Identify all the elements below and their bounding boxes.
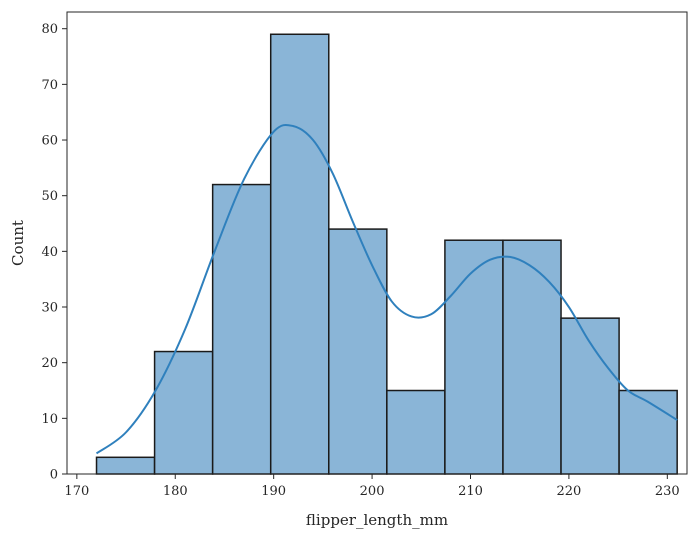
histogram-bar-1: [153, 350, 214, 475]
y-axis-ticks: 0 10 20 30 40 50 60 70 80: [41, 22, 67, 483]
histogram-bar-2: [211, 183, 272, 475]
y-tick-label: 50: [41, 189, 58, 204]
histogram-bar-5: [386, 389, 446, 475]
y-axis-label: Count: [9, 220, 27, 266]
x-tick-label: 190: [261, 484, 286, 499]
x-tick-label: 170: [64, 484, 89, 499]
y-tick-label: 60: [41, 134, 58, 149]
histogram-bar-4: [328, 228, 388, 475]
y-tick-label: 10: [41, 412, 58, 427]
y-tick-label: 20: [41, 356, 58, 371]
x-axis-ticks: 170 180 190 200 210 220 230: [64, 474, 680, 499]
y-tick-label: 80: [41, 22, 58, 37]
x-tick-label: 210: [458, 484, 483, 499]
x-tick-label: 200: [360, 484, 385, 499]
x-tick-label: 180: [163, 484, 188, 499]
y-tick-label: 70: [41, 78, 58, 93]
y-tick-label: 0: [50, 468, 58, 483]
x-tick-label: 230: [655, 484, 680, 499]
x-tick-label: 220: [556, 484, 581, 499]
histogram-bar-7: [502, 239, 562, 475]
histogram-bar-6: [444, 239, 504, 475]
kde-line: [95, 123, 678, 455]
y-tick-label: 40: [41, 245, 58, 260]
histogram-bar-3: [269, 33, 330, 475]
plot-frame: [66, 11, 688, 475]
histogram-bar-0: [95, 456, 156, 475]
histogram-bars: [95, 33, 678, 475]
x-axis-label: flipper_length_mm: [306, 511, 448, 529]
y-tick-label: 30: [41, 301, 58, 316]
